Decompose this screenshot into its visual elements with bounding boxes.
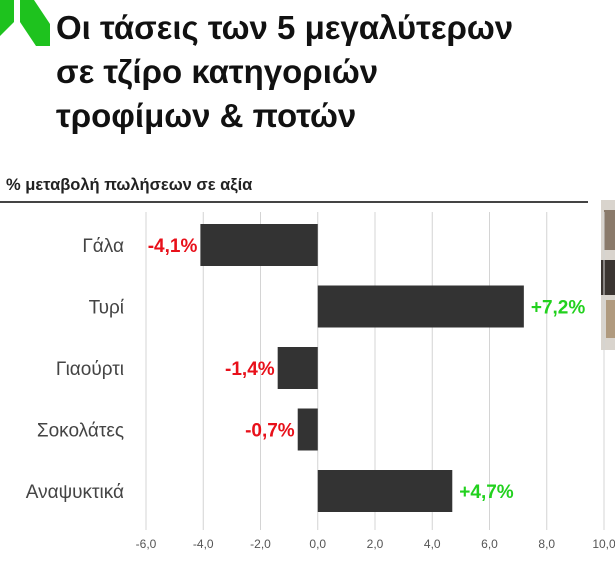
page-title: Οι τάσεις των 5 μεγαλύτερων σε τζίρο κατ… (56, 6, 606, 138)
bar (317, 470, 453, 512)
category-label: Σοκολάτες (37, 421, 124, 442)
title-line-3: τροφίμων & ποτών (56, 97, 357, 134)
title-line-2: σε τζίρο κατηγοριών (56, 53, 379, 90)
category-label: Τυρί (89, 298, 125, 319)
data-label: -0,7% (245, 421, 295, 442)
x-tick-label: 0,0 (309, 537, 326, 551)
data-label: +7,2% (531, 298, 586, 319)
chart-title: % μεταβολή πωλήσεων σε αξία (6, 176, 253, 194)
x-tick-label: -4,0 (193, 537, 214, 551)
x-tick-label: -2,0 (250, 537, 271, 551)
title-line-1: Οι τάσεις των 5 μεγαλύτερων (56, 9, 514, 46)
x-tick-label: 4,0 (424, 537, 441, 551)
category-label: Γιαούρτι (56, 359, 124, 380)
data-label: -4,1% (148, 236, 198, 257)
bar (200, 224, 318, 266)
data-label: -1,4% (225, 359, 275, 380)
bar (317, 285, 524, 328)
x-tick-label: 2,0 (367, 537, 384, 551)
category-label: Γάλα (82, 236, 124, 257)
x-tick-label: 8,0 (538, 537, 555, 551)
x-tick-label: 10,0 (592, 537, 615, 551)
bar (277, 347, 318, 389)
x-tick-label: -6,0 (136, 537, 157, 551)
category-label: Αναψυκτικά (26, 482, 124, 503)
x-tick-label: 6,0 (481, 537, 498, 551)
data-label: +4,7% (459, 482, 514, 503)
brand-logo-icon (0, 0, 50, 46)
title-divider (0, 201, 588, 203)
bar (297, 408, 318, 451)
